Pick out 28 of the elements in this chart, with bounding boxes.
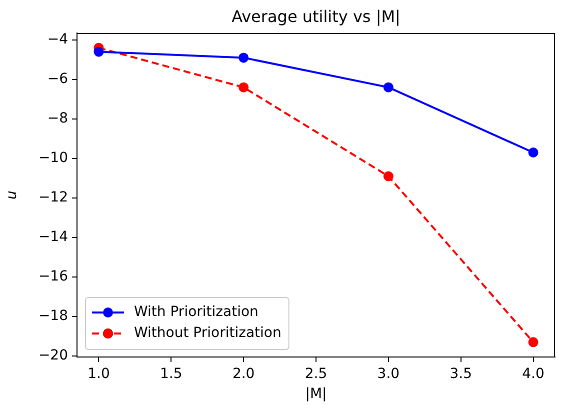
y-tick-label: −6	[47, 71, 68, 88]
y-tick-label: −18	[38, 308, 68, 324]
y-tick-label: −10	[38, 150, 68, 166]
point	[238, 52, 249, 63]
x-tick-label: 2.0	[232, 366, 255, 382]
x-tick-label: 4.0	[522, 366, 544, 382]
x-axis-title: |M|	[305, 386, 327, 402]
point	[528, 148, 538, 158]
y-tick-label: −16	[38, 268, 68, 285]
x-tick-label: 1.0	[88, 366, 110, 382]
point	[238, 82, 249, 92]
x-tick-label: 2.5	[304, 366, 328, 382]
point	[94, 46, 104, 57]
x-tick-label: 1.5	[160, 366, 182, 382]
point	[528, 337, 538, 348]
y-tick-label: −20	[38, 348, 68, 364]
y-tick-label: −12	[38, 190, 68, 206]
x-tick-label: 3.5	[450, 366, 472, 382]
chart-title: Average utility vs |M|	[232, 7, 400, 26]
y-tick-label: −14	[38, 229, 68, 246]
x-tick-label: 3.0	[377, 366, 400, 382]
point	[383, 171, 394, 182]
y-tick-label: −8	[47, 110, 68, 127]
legend-label: Without Prioritization	[134, 325, 282, 342]
y-axis-title: u	[4, 190, 20, 200]
legend-label: With Prioritization	[134, 304, 258, 320]
y-tick-label: −4	[47, 32, 68, 48]
point	[383, 82, 394, 92]
